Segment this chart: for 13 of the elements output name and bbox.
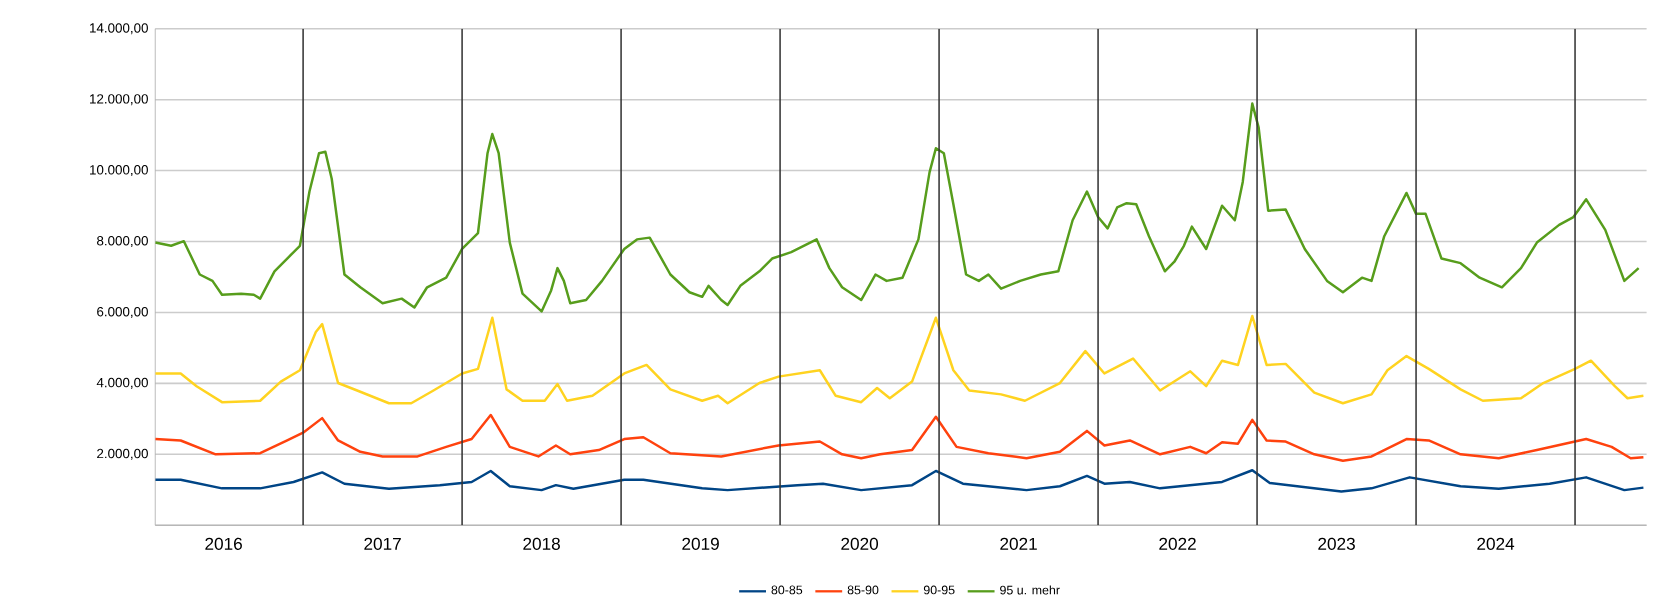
x-tick-label: 2022 — [1159, 538, 1196, 551]
x-tick-label: 2018 — [523, 538, 560, 551]
x-tick-label: 2024 — [1477, 538, 1515, 551]
line-series — [155, 469, 1645, 494]
line-series — [155, 315, 1645, 405]
line-series — [155, 413, 1645, 463]
x-tick-label: 2020 — [841, 538, 879, 551]
x-tick-label: 2017 — [364, 538, 401, 551]
x-tick-label: 2021 — [1000, 538, 1037, 551]
x-tick-label: 2016 — [205, 538, 242, 551]
x-tick-label: 2023 — [1318, 538, 1355, 551]
line-series — [155, 102, 1640, 313]
x-tick-label: 2019 — [682, 538, 719, 551]
